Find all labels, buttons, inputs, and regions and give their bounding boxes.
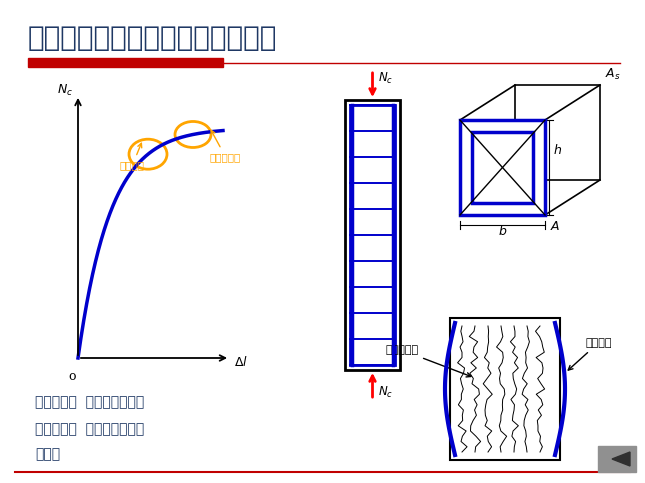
- Text: $N_c$: $N_c$: [57, 83, 73, 98]
- Bar: [515, 85, 600, 180]
- Text: $A$: $A$: [550, 220, 561, 233]
- Text: $b$: $b$: [498, 224, 507, 238]
- Text: 混凝土压碎: 混凝土压碎: [385, 345, 471, 377]
- Text: $h$: $h$: [553, 143, 562, 157]
- Polygon shape: [612, 452, 630, 466]
- Text: 钢筋屈服: 钢筋屈服: [120, 143, 145, 170]
- Bar: [350, 105, 395, 365]
- Bar: [450, 318, 560, 460]
- Text: 土压碎: 土压碎: [35, 447, 60, 461]
- Text: $\Delta l$: $\Delta l$: [234, 355, 248, 369]
- Bar: [345, 100, 400, 370]
- Text: 混凝土压碎: 混凝土压碎: [210, 130, 241, 162]
- Text: 钢筋混凝土轴心受压构件破坏过程: 钢筋混凝土轴心受压构件破坏过程: [28, 24, 277, 52]
- Text: $N_c$: $N_c$: [379, 384, 393, 399]
- Text: 第一阶段：  加载至钢筋屈服: 第一阶段： 加载至钢筋屈服: [35, 395, 144, 409]
- Text: 钢筋凸出: 钢筋凸出: [568, 338, 611, 370]
- Bar: [28, 58, 223, 67]
- Bar: [472, 132, 533, 203]
- Text: o: o: [68, 370, 75, 383]
- Bar: [598, 446, 636, 472]
- Text: $A_s$: $A_s$: [605, 67, 620, 82]
- Bar: [460, 120, 545, 215]
- Text: 第二阶段：  钢筋屈服至混凝: 第二阶段： 钢筋屈服至混凝: [35, 422, 144, 436]
- Text: $N_c$: $N_c$: [379, 71, 393, 85]
